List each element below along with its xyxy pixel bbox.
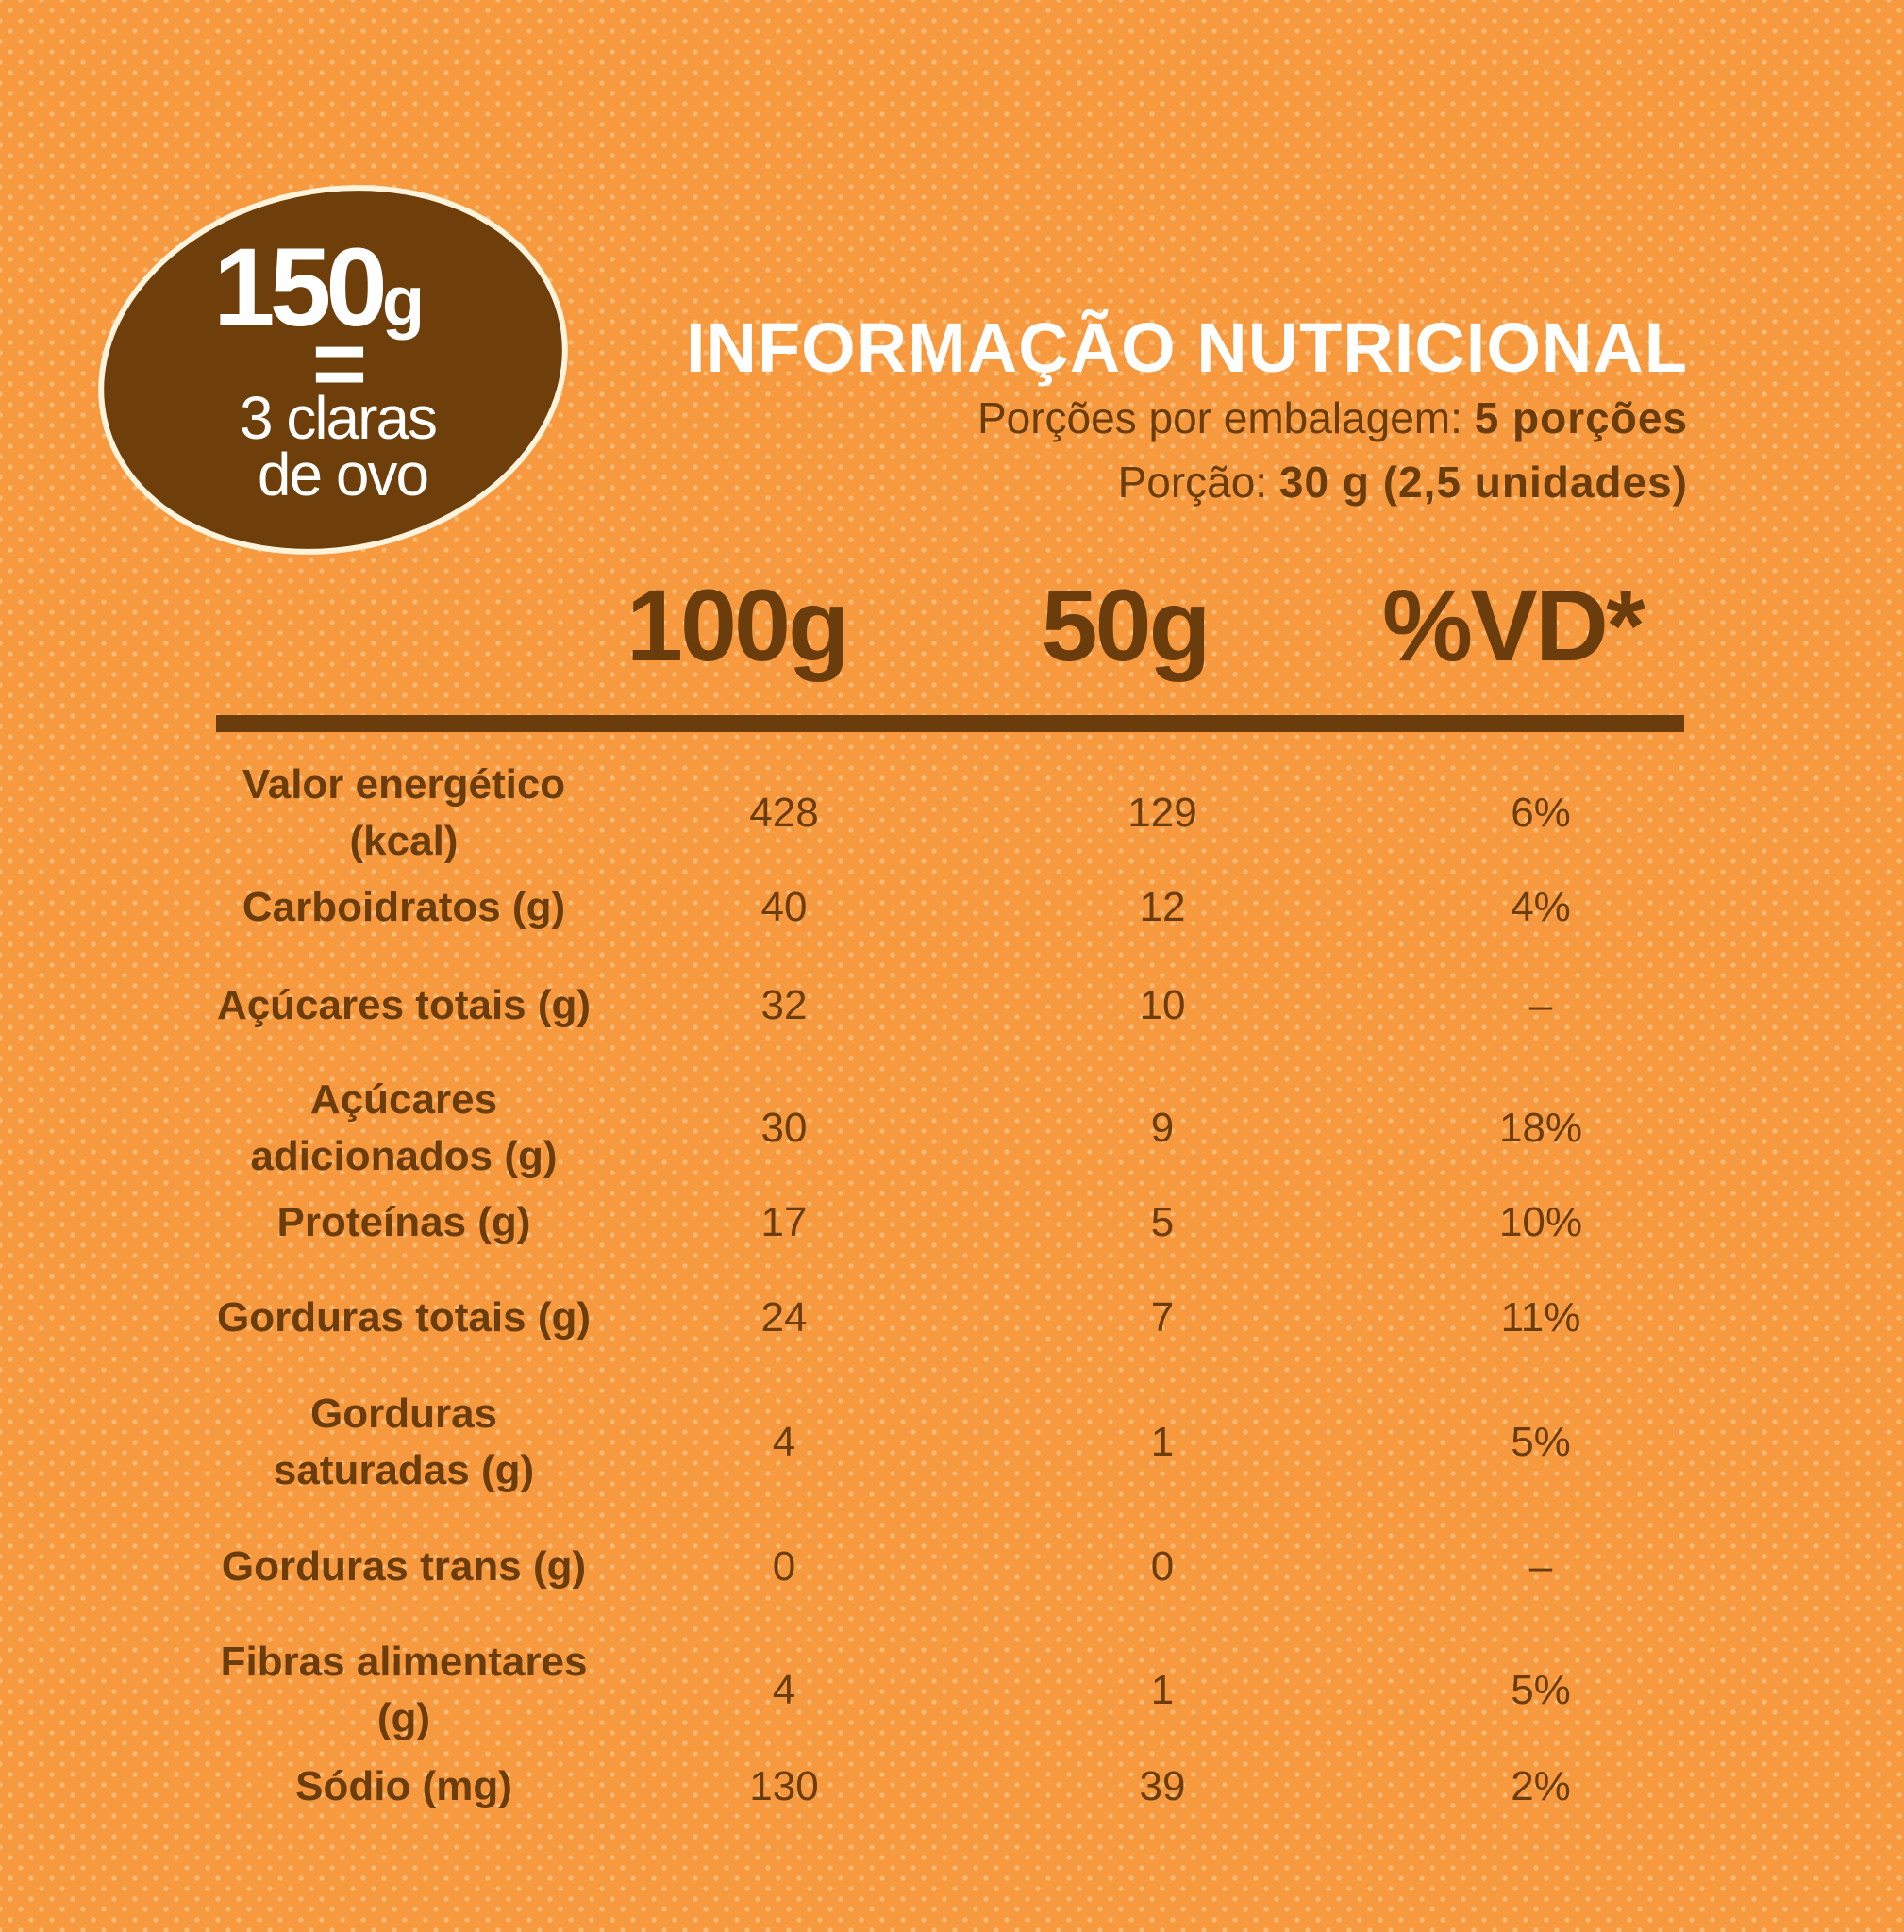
cell-value: 24	[760, 1294, 808, 1341]
cell-value: 129	[1127, 790, 1197, 836]
cell-value: 0	[772, 1543, 796, 1590]
cell-value: 11%	[1500, 1294, 1581, 1341]
cell-value: 7	[1150, 1294, 1175, 1341]
row-label: Gorduras trans (g)	[221, 1543, 587, 1590]
header-rule	[216, 715, 1684, 732]
cell-value: 30	[760, 1105, 808, 1151]
portion-label: Porção:	[1117, 458, 1268, 507]
servings-label: Porções por embalagem:	[977, 393, 1462, 442]
badge-ellipse	[98, 185, 568, 555]
cell-value: 10	[1139, 982, 1186, 1028]
cell-value: –	[1528, 1543, 1553, 1590]
badge-line: de ovo	[258, 441, 427, 508]
cell-value: 39	[1139, 1763, 1186, 1809]
badge-weight-unit: g	[382, 262, 421, 341]
cell-value: 5%	[1511, 1419, 1571, 1465]
row-label: Fibras alimentares (g)	[220, 1639, 588, 1741]
row-label: Valor energético (kcal)	[242, 761, 566, 864]
cell-value: 17	[760, 1199, 808, 1245]
cell-value: 130	[749, 1763, 819, 1809]
row-label: Açúcares totais (g)	[216, 982, 592, 1028]
cell-value: 5	[1150, 1199, 1175, 1245]
badge: 150g = 3 claras de ovo	[98, 185, 568, 555]
cell-value: 40	[760, 884, 808, 930]
column-header: 50g	[1041, 568, 1211, 682]
row-label: Gorduras totais (g)	[216, 1294, 592, 1341]
cell-value: 4	[772, 1419, 796, 1465]
row-label: Gorduras saturadas (g)	[273, 1391, 535, 1493]
cell-value: 4%	[1511, 884, 1571, 930]
badge-weight: 150g	[213, 225, 421, 350]
cell-value: 5%	[1511, 1667, 1571, 1713]
portion: Porção: 30 g (2,5 unidades)	[1118, 457, 1688, 508]
cell-value: 32	[760, 982, 808, 1028]
badge-equals: =	[312, 311, 367, 417]
row-label: Proteínas (g)	[276, 1199, 531, 1245]
column-header: %VD*	[1381, 568, 1645, 682]
badge-line: 3 claras	[240, 384, 436, 452]
servings-value: 5 porções	[1474, 393, 1688, 442]
cell-value: 9	[1150, 1105, 1175, 1151]
cell-value: –	[1528, 982, 1553, 1028]
title: INFORMAÇÃO NUTRICIONAL	[685, 308, 1688, 387]
cell-value: 428	[749, 790, 819, 836]
cell-value: 2%	[1511, 1763, 1571, 1809]
cell-value: 12	[1139, 884, 1186, 930]
cell-value: 0	[1150, 1543, 1175, 1590]
cell-value: 18%	[1498, 1105, 1583, 1151]
servings: Porções por embalagem: 5 porções	[977, 392, 1688, 443]
row-label: Sódio (mg)	[295, 1763, 512, 1809]
column-header: 100g	[626, 568, 850, 682]
cell-value: 4	[772, 1667, 796, 1713]
cell-value: 1	[1150, 1667, 1175, 1713]
row-label: Carboidratos (g)	[242, 884, 566, 930]
cell-value: 6%	[1511, 790, 1571, 836]
portion-value: 30 g (2,5 unidades)	[1278, 458, 1688, 507]
cell-value: 1	[1150, 1419, 1175, 1465]
badge-weight-number: 150	[213, 225, 383, 350]
row-label: Açúcares adicionados (g)	[250, 1076, 558, 1179]
cell-value: 10%	[1498, 1199, 1583, 1245]
